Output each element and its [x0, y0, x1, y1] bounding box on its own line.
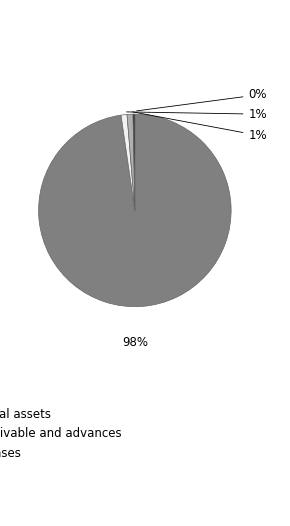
- Legend: Loans, Tangible capital assets, Accounts receivable and advances, Prepaid expens: Loans, Tangible capital assets, Accounts…: [0, 388, 121, 460]
- Text: 1%: 1%: [126, 108, 267, 120]
- Text: 1%: 1%: [133, 112, 267, 142]
- Wedge shape: [121, 115, 135, 210]
- Wedge shape: [127, 114, 135, 210]
- Wedge shape: [39, 114, 231, 307]
- Text: 98%: 98%: [122, 336, 148, 349]
- Text: 0%: 0%: [137, 88, 267, 111]
- Wedge shape: [133, 114, 135, 210]
